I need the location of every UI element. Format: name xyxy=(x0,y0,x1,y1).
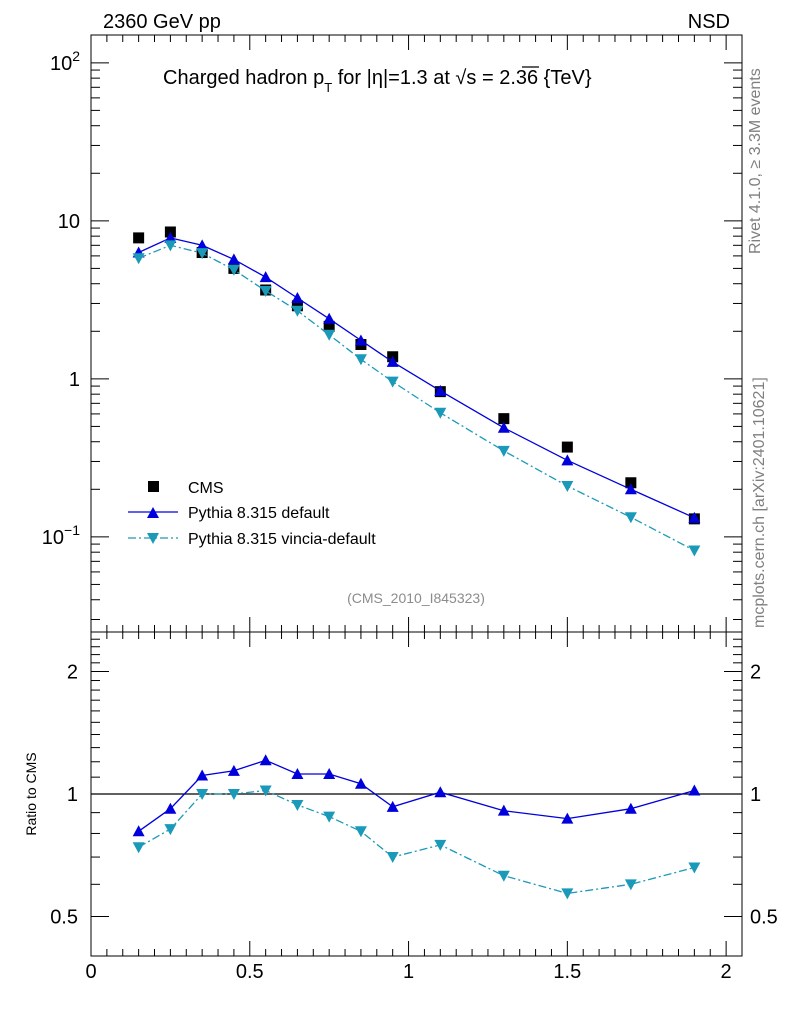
chart-title-part-b: for |η|=1.3 at √ xyxy=(332,67,466,89)
main-pythia-8-315-vincia-default-point xyxy=(323,330,335,341)
ratio-pythia-8-315-vincia-default-point xyxy=(323,812,335,823)
main-pythia-8-315-vincia-default-point xyxy=(688,545,700,556)
main-cms-point xyxy=(562,442,573,453)
legend-marker-cms xyxy=(148,481,159,492)
ratio-pythia-8-315-vincia-default-point xyxy=(355,826,367,837)
chart-title-part-c: s = 2.36 {TeV} xyxy=(466,67,591,89)
ratio-pythia-8-315-default-point xyxy=(498,805,510,816)
main-pythia-8-315-default-line xyxy=(139,238,695,518)
main-pythia-8-315-vincia-default-point xyxy=(133,253,145,264)
main-y-tick-label: 10−1 xyxy=(42,522,80,549)
ratio-panel: 0.5 0.5 1 1 2 2 Ratio to CMS xyxy=(23,632,778,956)
main-cms-point xyxy=(133,232,144,243)
x-tick-labels: 0 0.5 1 1.5 2 xyxy=(85,961,731,983)
main-pythia-8-315-vincia-default-point xyxy=(387,377,399,388)
x-tick-label: 0.5 xyxy=(236,961,264,983)
chart-title-part-a: Charged hadron p xyxy=(163,67,324,89)
main-pythia-8-315-default-point xyxy=(228,253,240,264)
ratio-pythia-8-315-default-point xyxy=(434,786,446,797)
chart-title: Charged hadron pT for |η|=1.3 at √s = 2.… xyxy=(163,67,592,95)
main-pythia-8-315-vincia-default-point xyxy=(355,354,367,365)
main-pythia-8-315-default-point xyxy=(291,292,303,303)
main-y-tick-label: 102 xyxy=(50,48,80,75)
ratio-y-tick-label-right: 1 xyxy=(750,784,761,806)
ratio-y-tick-label-right: 2 xyxy=(750,661,761,683)
ratio-series xyxy=(91,754,742,899)
ratio-pythia-8-315-default-point xyxy=(688,784,700,795)
ratio-pythia-8-315-default-point xyxy=(260,754,272,765)
analysis-reference: (CMS_2010_I845323) xyxy=(347,590,485,606)
main-pythia-8-315-vincia-default-point xyxy=(498,446,510,457)
ratio-y-axis-label: Ratio to CMS xyxy=(23,752,39,835)
process-label: NSD xyxy=(688,11,730,33)
x-tick-label: 0 xyxy=(85,961,96,983)
ratio-pythia-8-315-vincia-default-line xyxy=(139,791,695,894)
chart-title-subscript: T xyxy=(324,80,332,95)
main-pythia-8-315-default-point xyxy=(561,454,573,465)
main-pythia-8-315-vincia-default-point xyxy=(434,408,446,419)
ratio-y-tick-label: 1 xyxy=(67,784,78,806)
ratio-pythia-8-315-default-line xyxy=(139,760,695,831)
ratio-pythia-8-315-vincia-default-point xyxy=(561,888,573,899)
energy-label: 2360 GeV pp xyxy=(103,11,221,33)
ratio-pythia-8-315-vincia-default-point xyxy=(291,800,303,811)
main-pythia-8-315-vincia-default-point xyxy=(561,481,573,492)
main-pythia-8-315-default-point xyxy=(323,313,335,324)
ratio-pythia-8-315-default-point xyxy=(387,801,399,812)
ratio-pythia-8-315-vincia-default-point xyxy=(625,879,637,890)
ratio-pythia-8-315-default-point xyxy=(625,803,637,814)
ratio-pythia-8-315-vincia-default-point xyxy=(260,785,272,796)
rivet-version-label: Rivet 4.1.0, ≥ 3.3M events xyxy=(747,68,764,254)
ratio-y-tick-label: 2 xyxy=(67,661,78,683)
ratio-pythia-8-315-default-point xyxy=(355,778,367,789)
legend-label-default: Pythia 8.315 default xyxy=(188,505,330,522)
ratio-pythia-8-315-vincia-default-point xyxy=(164,824,176,835)
ratio-pythia-8-315-vincia-default-point xyxy=(498,871,510,882)
main-pythia-8-315-vincia-default-point xyxy=(625,512,637,523)
ratio-pythia-8-315-vincia-default-point xyxy=(387,852,399,863)
legend: CMS Pythia 8.315 default Pythia 8.315 vi… xyxy=(128,480,376,548)
ratio-pythia-8-315-default-point xyxy=(133,825,145,836)
ratio-y-tick-label-right: 0.5 xyxy=(750,907,778,929)
x-tick-label: 1 xyxy=(403,961,414,983)
x-tick-label: 1.5 xyxy=(553,961,581,983)
main-y-tick-label: 10 xyxy=(58,211,80,233)
mc-comparison-figure: 2360 GeV pp NSD Rivet 4.1.0, ≥ 3.3M even… xyxy=(0,0,786,1024)
main-y-tick-labels: 102 10 1 10−1 xyxy=(42,48,80,549)
main-y-tick-label: 1 xyxy=(69,369,80,391)
legend-label-cms: CMS xyxy=(188,480,224,497)
main-panel: 102 10 1 10−1 Charged hadron pT for |η|=1.3… xyxy=(42,35,742,632)
ratio-y-tick-labels: 0.5 0.5 1 1 2 2 xyxy=(50,661,778,928)
legend-label-vincia: Pythia 8.315 vincia-default xyxy=(188,531,376,548)
ratio-y-tick-label: 0.5 xyxy=(50,907,78,929)
ratio-pythia-8-315-vincia-default-point xyxy=(133,842,145,853)
main-pythia-8-315-default-point xyxy=(260,271,272,282)
ratio-pythia-8-315-default-point xyxy=(228,765,240,776)
x-tick-label: 2 xyxy=(721,961,732,983)
mcplots-label: mcplots.cern.ch [arXiv:2401.10621] xyxy=(751,377,768,628)
